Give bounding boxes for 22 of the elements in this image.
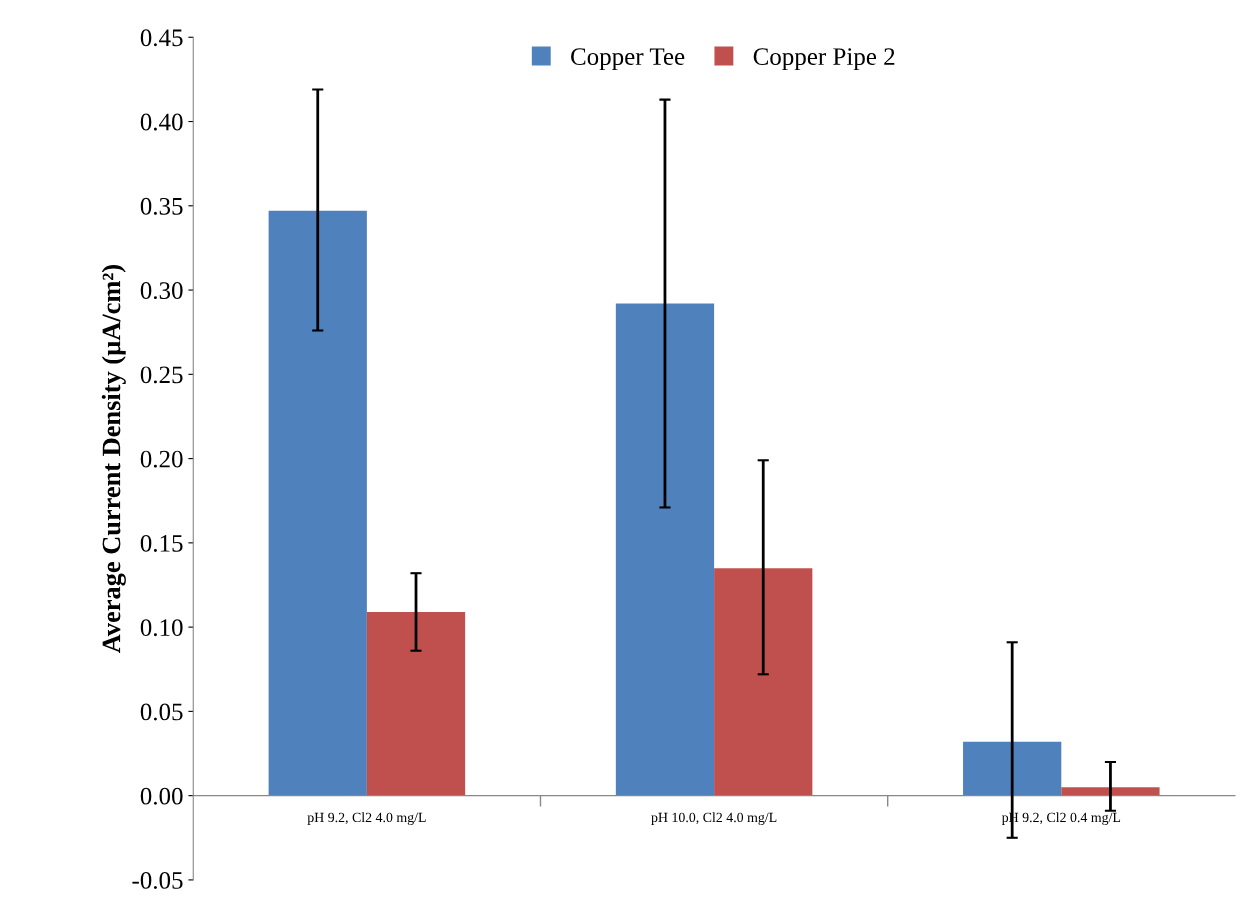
y-tick-label: 0.40 <box>140 113 183 131</box>
y-tick-label: 0.05 <box>140 703 183 721</box>
bar <box>714 568 813 796</box>
legend-label: Copper Tee <box>571 48 685 71</box>
y-tick-label: 0.00 <box>140 787 183 805</box>
bar <box>963 741 1062 796</box>
x-tick-label: pH 9.2, Cl2 4.0 mg/L <box>307 812 426 825</box>
y-tick-label: 0.35 <box>140 197 183 215</box>
bar <box>615 303 715 796</box>
bar <box>366 611 466 796</box>
y-tick-label: 0.25 <box>140 366 183 384</box>
y-tick-label: 0.15 <box>140 534 183 552</box>
y-tick-label: 0.10 <box>140 619 183 637</box>
y-tick-label: 0.30 <box>140 282 183 300</box>
y-tick-label: 0.20 <box>140 450 183 468</box>
y-axis-title: Average Current Density (µA/cm²) <box>101 265 126 653</box>
y-tick-label: 0.45 <box>140 29 183 47</box>
x-tick-label: pH 10.0, Cl2 4.0 mg/L <box>651 812 777 825</box>
bar <box>1061 787 1160 796</box>
legend-label: Copper Pipe 2 <box>753 48 895 71</box>
bar <box>268 210 367 796</box>
y-tick-label: -0.05 <box>132 871 183 889</box>
